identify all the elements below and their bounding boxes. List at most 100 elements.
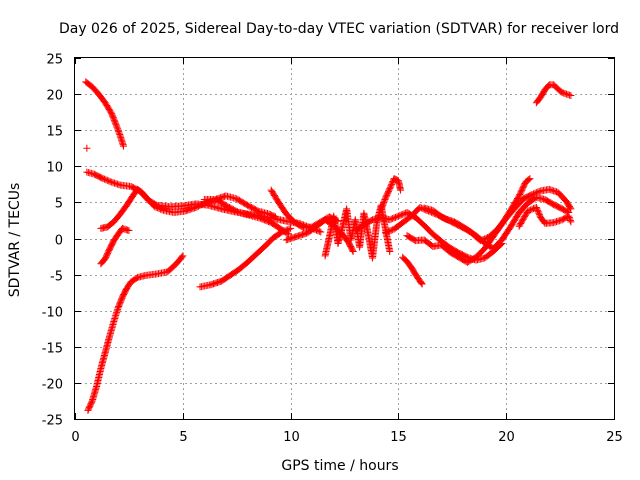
x-tick-label: 10 xyxy=(283,430,300,445)
data-point xyxy=(399,210,407,218)
data-point xyxy=(285,225,293,233)
data-point xyxy=(100,175,108,183)
data-point xyxy=(566,215,574,223)
data-point xyxy=(526,175,534,183)
data-point xyxy=(524,207,532,215)
data-point xyxy=(525,206,533,214)
y-tick-label: -20 xyxy=(42,378,63,393)
x-tick-label: 20 xyxy=(498,430,515,445)
grid xyxy=(75,58,614,419)
data-point xyxy=(533,205,541,213)
data-point xyxy=(253,206,261,214)
data-point xyxy=(284,230,292,238)
data-point xyxy=(567,205,575,213)
data-point xyxy=(386,227,394,235)
data-point xyxy=(178,253,186,261)
data-point xyxy=(379,200,387,208)
data-point xyxy=(270,212,278,220)
data-point xyxy=(179,252,187,260)
data-point xyxy=(389,215,397,223)
data-point xyxy=(387,215,395,223)
data-point xyxy=(272,213,280,221)
y-tick-label: -25 xyxy=(42,414,63,429)
data-point xyxy=(386,247,394,255)
data-points xyxy=(82,78,575,414)
data-point xyxy=(114,125,122,133)
data-point xyxy=(390,214,398,222)
chart-title: Day 026 of 2025, Sidereal Day-to-day VTE… xyxy=(59,21,619,37)
data-point xyxy=(396,212,404,220)
x-tick-label: 0 xyxy=(71,430,79,445)
data-point xyxy=(279,227,287,235)
x-axis-title: GPS time / hours xyxy=(281,458,398,474)
data-point xyxy=(527,206,535,214)
data-point xyxy=(103,176,111,184)
data-point xyxy=(417,279,425,287)
data-point xyxy=(284,226,292,234)
y-tick-label: -5 xyxy=(50,270,63,285)
data-point xyxy=(535,187,543,195)
y-tick-label: 25 xyxy=(46,53,63,68)
data-point xyxy=(115,128,123,136)
data-point xyxy=(154,204,162,212)
data-point xyxy=(528,190,536,198)
data-point xyxy=(151,203,159,211)
data-point xyxy=(381,229,389,237)
data-point xyxy=(388,180,396,188)
data-point xyxy=(281,227,289,235)
data-point xyxy=(278,228,286,236)
data-point xyxy=(112,120,120,128)
data-point xyxy=(418,280,426,288)
data-point xyxy=(116,131,124,139)
data-point xyxy=(349,247,357,255)
y-tick-label: 15 xyxy=(46,125,63,140)
data-point xyxy=(416,203,424,211)
data-point xyxy=(113,123,121,131)
data-point xyxy=(567,218,575,226)
y-tick-label: 20 xyxy=(46,89,63,104)
data-point xyxy=(282,226,290,234)
data-point xyxy=(386,183,394,191)
data-point xyxy=(99,175,107,183)
data-point xyxy=(379,201,387,209)
data-point xyxy=(113,122,121,130)
data-point xyxy=(397,211,405,219)
data-point xyxy=(387,226,395,234)
data-point xyxy=(387,182,395,190)
data-point xyxy=(384,228,392,236)
x-tick-label: 25 xyxy=(606,430,623,445)
data-point xyxy=(201,199,209,207)
data-point xyxy=(378,204,386,212)
x-tick-label: 15 xyxy=(390,430,407,445)
data-point xyxy=(383,228,391,236)
y-tick-label: 10 xyxy=(46,161,63,176)
data-point xyxy=(106,178,114,186)
data-point xyxy=(386,185,394,193)
data-point xyxy=(566,216,574,224)
plot-frame xyxy=(74,57,615,420)
data-point xyxy=(377,206,385,214)
y-axis-title: SDTVAR / TECUs xyxy=(7,183,23,298)
data-point xyxy=(380,197,388,205)
y-tick-label: -10 xyxy=(42,306,63,321)
data-point xyxy=(152,203,160,211)
data-point xyxy=(115,129,123,137)
data-point xyxy=(567,92,575,100)
data-point xyxy=(534,206,542,214)
axis-ticks: 0 5 10 15 20 25 -25 -20 -15 -10 -5 0 5 10 15 20 25 xyxy=(42,53,623,446)
data-point xyxy=(388,179,396,187)
data-point xyxy=(386,216,394,224)
data-point xyxy=(315,227,323,235)
data-point xyxy=(349,246,357,254)
data-point xyxy=(565,214,573,222)
data-point xyxy=(565,212,573,220)
data-point xyxy=(397,186,405,194)
data-point xyxy=(234,208,242,216)
data-point xyxy=(105,177,113,185)
y-tick-label: 0 xyxy=(55,234,63,249)
data-point xyxy=(114,126,122,134)
data-point xyxy=(380,198,388,206)
data-point xyxy=(525,175,533,183)
data-point xyxy=(378,203,386,211)
